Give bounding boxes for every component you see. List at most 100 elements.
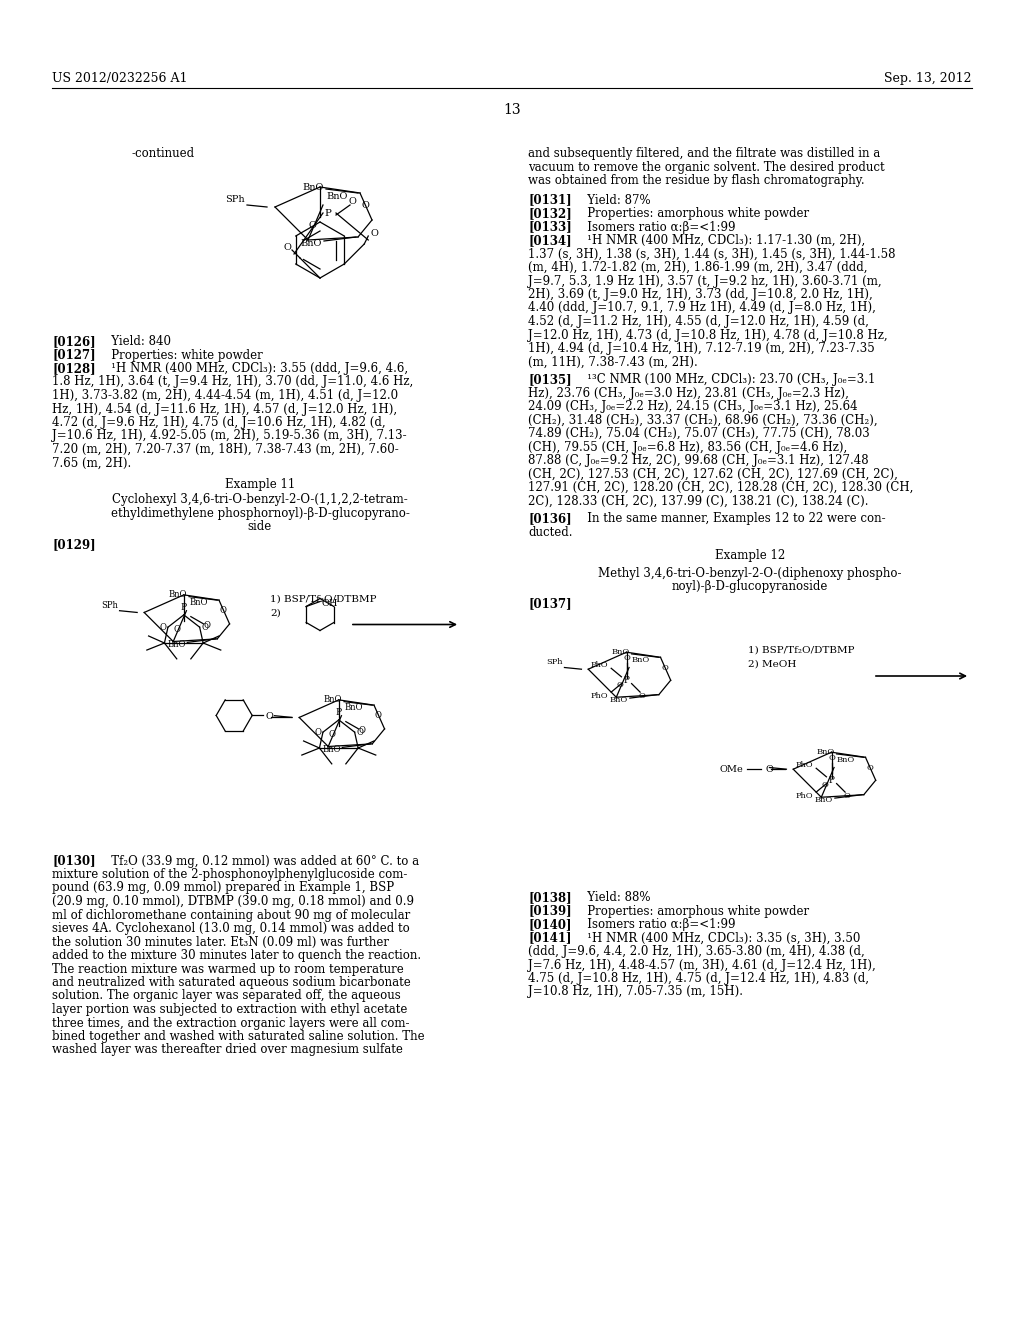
- Text: mixture solution of the 2-phosphonoylphenylglucoside com-: mixture solution of the 2-phosphonoylphe…: [52, 869, 408, 880]
- Text: SPh: SPh: [225, 194, 245, 203]
- Text: SPh: SPh: [546, 659, 563, 667]
- Text: [0130]: [0130]: [52, 854, 95, 867]
- Text: and subsequently filtered, and the filtrate was distilled in a: and subsequently filtered, and the filtr…: [528, 147, 881, 160]
- Text: Isomers ratio α:β=<1:99: Isomers ratio α:β=<1:99: [575, 917, 735, 931]
- Text: O: O: [866, 763, 873, 771]
- Text: Yield: 87%: Yield: 87%: [575, 194, 650, 206]
- Text: (CH, 2C), 127.53 (CH, 2C), 127.62 (CH, 2C), 127.69 (CH, 2C),: (CH, 2C), 127.53 (CH, 2C), 127.62 (CH, 2…: [528, 467, 898, 480]
- Text: [0132]: [0132]: [528, 207, 571, 220]
- Text: J=9.7, 5.3, 1.9 Hz 1H), 3.57 (t, J=9.2 hz, 1H), 3.60-3.71 (m,: J=9.7, 5.3, 1.9 Hz 1H), 3.57 (t, J=9.2 h…: [528, 275, 882, 288]
- Text: Yield: 88%: Yield: 88%: [575, 891, 650, 904]
- Text: O: O: [662, 664, 669, 672]
- Text: layer portion was subjected to extraction with ethyl acetate: layer portion was subjected to extractio…: [52, 1003, 408, 1016]
- Text: O: O: [203, 620, 210, 630]
- Text: US 2012/0232256 A1: US 2012/0232256 A1: [52, 73, 187, 84]
- Text: O: O: [821, 781, 828, 789]
- Text: O: O: [361, 201, 369, 210]
- Text: 4.52 (d, J=11.2 Hz, 1H), 4.55 (d, J=12.0 Hz, 1H), 4.59 (d,: 4.52 (d, J=11.2 Hz, 1H), 4.55 (d, J=12.0…: [528, 315, 869, 327]
- Text: J=7.6 Hz, 1H), 4.48-4.57 (m, 3H), 4.61 (d, J=12.4 Hz, 1H),: J=7.6 Hz, 1H), 4.48-4.57 (m, 3H), 4.61 (…: [528, 958, 876, 972]
- Text: [0126]: [0126]: [52, 335, 95, 348]
- Text: (m, 11H), 7.38-7.43 (m, 2H).: (m, 11H), 7.38-7.43 (m, 2H).: [528, 355, 697, 368]
- Text: BnO: BnO: [167, 640, 185, 648]
- Text: pound (63.9 mg, 0.09 mmol) prepared in Example 1, BSP: pound (63.9 mg, 0.09 mmol) prepared in E…: [52, 882, 394, 895]
- Text: ¹H NMR (400 MHz, CDCl₃): 3.35 (s, 3H), 3.50: ¹H NMR (400 MHz, CDCl₃): 3.35 (s, 3H), 3…: [575, 932, 860, 945]
- Text: [0139]: [0139]: [528, 904, 571, 917]
- Text: J=10.8 Hz, 1H), 7.05-7.35 (m, 15H).: J=10.8 Hz, 1H), 7.05-7.35 (m, 15H).: [528, 986, 743, 998]
- Text: washed layer was thereafter dried over magnesium sulfate: washed layer was thereafter dried over m…: [52, 1044, 402, 1056]
- Text: ¹H NMR (400 MHz, CDCl₃): 1.17-1.30 (m, 2H),: ¹H NMR (400 MHz, CDCl₃): 1.17-1.30 (m, 2…: [575, 234, 865, 247]
- Text: 127.91 (CH, 2C), 128.20 (CH, 2C), 128.28 (CH, 2C), 128.30 (CH,: 127.91 (CH, 2C), 128.20 (CH, 2C), 128.28…: [528, 480, 913, 494]
- Text: The reaction mixture was warmed up to room temperature: The reaction mixture was warmed up to ro…: [52, 962, 403, 975]
- Text: 1H), 3.73-3.82 (m, 2H), 4.44-4.54 (m, 1H), 4.51 (d, J=12.0: 1H), 3.73-3.82 (m, 2H), 4.44-4.54 (m, 1H…: [52, 389, 398, 403]
- Text: 1.37 (s, 3H), 1.38 (s, 3H), 1.44 (s, 3H), 1.45 (s, 3H), 1.44-1.58: 1.37 (s, 3H), 1.38 (s, 3H), 1.44 (s, 3H)…: [528, 248, 896, 260]
- Text: P: P: [336, 709, 342, 717]
- Text: O: O: [358, 726, 366, 735]
- Text: J=10.6 Hz, 1H), 4.92-5.05 (m, 2H), 5.19-5.36 (m, 3H), 7.13-: J=10.6 Hz, 1H), 4.92-5.05 (m, 2H), 5.19-…: [52, 429, 407, 442]
- Text: [0128]: [0128]: [52, 362, 95, 375]
- Text: BnO: BnO: [169, 590, 187, 599]
- Text: 4.72 (d, J=9.6 Hz, 1H), 4.75 (d, J=10.6 Hz, 1H), 4.82 (d,: 4.72 (d, J=9.6 Hz, 1H), 4.75 (d, J=10.6 …: [52, 416, 386, 429]
- Text: sieves 4A. Cyclohexanol (13.0 mg, 0.14 mmol) was added to: sieves 4A. Cyclohexanol (13.0 mg, 0.14 m…: [52, 921, 410, 935]
- Text: O: O: [314, 727, 322, 737]
- Text: P: P: [828, 776, 835, 784]
- Text: O: O: [765, 766, 773, 775]
- Text: 2): 2): [270, 609, 281, 618]
- Text: BnO: BnO: [815, 796, 834, 804]
- Text: 2H), 3.69 (t, J=9.0 Hz, 1H), 3.73 (dd, J=10.8, 2.0 Hz, 1H),: 2H), 3.69 (t, J=9.0 Hz, 1H), 3.73 (dd, J…: [528, 288, 872, 301]
- Text: [0134]: [0134]: [528, 234, 571, 247]
- Text: O: O: [329, 730, 335, 739]
- Text: P: P: [325, 210, 332, 219]
- Text: bined together and washed with saturated saline solution. The: bined together and washed with saturated…: [52, 1030, 425, 1043]
- Text: 1) BSP/Tf₂O/DTBMP: 1) BSP/Tf₂O/DTBMP: [270, 594, 377, 603]
- Text: BnO: BnO: [324, 696, 342, 705]
- Text: was obtained from the residue by flash chromatography.: was obtained from the residue by flash c…: [528, 174, 864, 187]
- Text: PhO: PhO: [796, 760, 813, 768]
- Text: O: O: [844, 792, 850, 800]
- Text: added to the mixture 30 minutes later to quench the reaction.: added to the mixture 30 minutes later to…: [52, 949, 421, 962]
- Text: BnO: BnO: [837, 756, 855, 764]
- Text: (ddd, J=9.6, 4.4, 2.0 Hz, 1H), 3.65-3.80 (m, 4H), 4.38 (d,: (ddd, J=9.6, 4.4, 2.0 Hz, 1H), 3.65-3.80…: [528, 945, 864, 958]
- Text: BnO: BnO: [303, 182, 324, 191]
- Text: Example 11: Example 11: [225, 478, 295, 491]
- Text: [0136]: [0136]: [528, 512, 571, 525]
- Text: ml of dichloromethane containing about 90 mg of molecular: ml of dichloromethane containing about 9…: [52, 908, 411, 921]
- Text: Isomers ratio α:β=<1:99: Isomers ratio α:β=<1:99: [575, 220, 735, 234]
- Text: J=12.0 Hz, 1H), 4.73 (d, J=10.8 Hz, 1H), 4.78 (d, J=10.8 Hz,: J=12.0 Hz, 1H), 4.73 (d, J=10.8 Hz, 1H),…: [528, 329, 888, 342]
- Text: O: O: [220, 606, 227, 615]
- Text: 87.88 (C, J₀ₑ=9.2 Hz, 2C), 99.68 (CH, J₀ₑ=3.1 Hz), 127.48: 87.88 (C, J₀ₑ=9.2 Hz, 2C), 99.68 (CH, J₀…: [528, 454, 868, 467]
- Text: [0141]: [0141]: [528, 932, 571, 945]
- Text: noyl)-β-D-glucopyranoside: noyl)-β-D-glucopyranoside: [672, 579, 828, 593]
- Text: BnO: BnO: [632, 656, 650, 664]
- Text: BnO: BnO: [344, 704, 362, 713]
- Text: 7.65 (m, 2H).: 7.65 (m, 2H).: [52, 457, 131, 470]
- Text: [0131]: [0131]: [528, 194, 571, 206]
- Text: vacuum to remove the organic solvent. The desired product: vacuum to remove the organic solvent. Th…: [528, 161, 885, 173]
- Text: SPh: SPh: [101, 601, 118, 610]
- Text: Hz), 23.76 (CH₃, J₀ₑ=3.0 Hz), 23.81 (CH₃, J₀ₑ=2.3 Hz),: Hz), 23.76 (CH₃, J₀ₑ=3.0 Hz), 23.81 (CH₃…: [528, 387, 849, 400]
- Text: (CH), 79.55 (CH, J₀ₑ=6.8 Hz), 83.56 (CH, J₀ₑ=4.6 Hz),: (CH), 79.55 (CH, J₀ₑ=6.8 Hz), 83.56 (CH,…: [528, 441, 847, 454]
- Text: [0140]: [0140]: [528, 917, 571, 931]
- Text: [0129]: [0129]: [52, 539, 95, 550]
- Text: BnO: BnO: [817, 748, 835, 756]
- Text: BnO: BnO: [326, 191, 347, 201]
- Text: Example 12: Example 12: [715, 549, 785, 562]
- Text: ¹H NMR (400 MHz, CDCl₃): 3.55 (ddd, J=9.6, 4.6,: ¹H NMR (400 MHz, CDCl₃): 3.55 (ddd, J=9.…: [100, 362, 409, 375]
- Text: 2) MeOH: 2) MeOH: [748, 660, 797, 669]
- Text: In the same manner, Examples 12 to 22 were con-: In the same manner, Examples 12 to 22 we…: [575, 512, 886, 525]
- Text: O: O: [348, 197, 356, 206]
- Text: Yield: 840: Yield: 840: [100, 335, 171, 348]
- Text: PhO: PhO: [590, 661, 608, 669]
- Text: O: O: [265, 713, 273, 722]
- Text: O: O: [173, 624, 180, 634]
- Text: O: O: [202, 623, 209, 632]
- Text: ethyldimethylene phosphornoyl)-β-D-glucopyrano-: ethyldimethylene phosphornoyl)-β-D-gluco…: [111, 507, 410, 520]
- Text: 13: 13: [503, 103, 521, 117]
- Text: O: O: [356, 727, 364, 737]
- Text: O: O: [308, 220, 316, 230]
- Text: Sep. 13, 2012: Sep. 13, 2012: [885, 73, 972, 84]
- Text: O: O: [828, 754, 835, 762]
- Text: 24.09 (CH₃, J₀ₑ=2.2 Hz), 24.15 (CH₃, J₀ₑ=3.1 Hz), 25.64: 24.09 (CH₃, J₀ₑ=2.2 Hz), 24.15 (CH₃, J₀ₑ…: [528, 400, 858, 413]
- Text: 74.89 (CH₂), 75.04 (CH₂), 75.07 (CH₃), 77.75 (CH), 78.03: 74.89 (CH₂), 75.04 (CH₂), 75.07 (CH₃), 7…: [528, 426, 869, 440]
- Text: P: P: [181, 603, 186, 612]
- Text: 1H), 4.94 (d, J=10.4 Hz, 1H), 7.12-7.19 (m, 2H), 7.23-7.35: 1H), 4.94 (d, J=10.4 Hz, 1H), 7.12-7.19 …: [528, 342, 874, 355]
